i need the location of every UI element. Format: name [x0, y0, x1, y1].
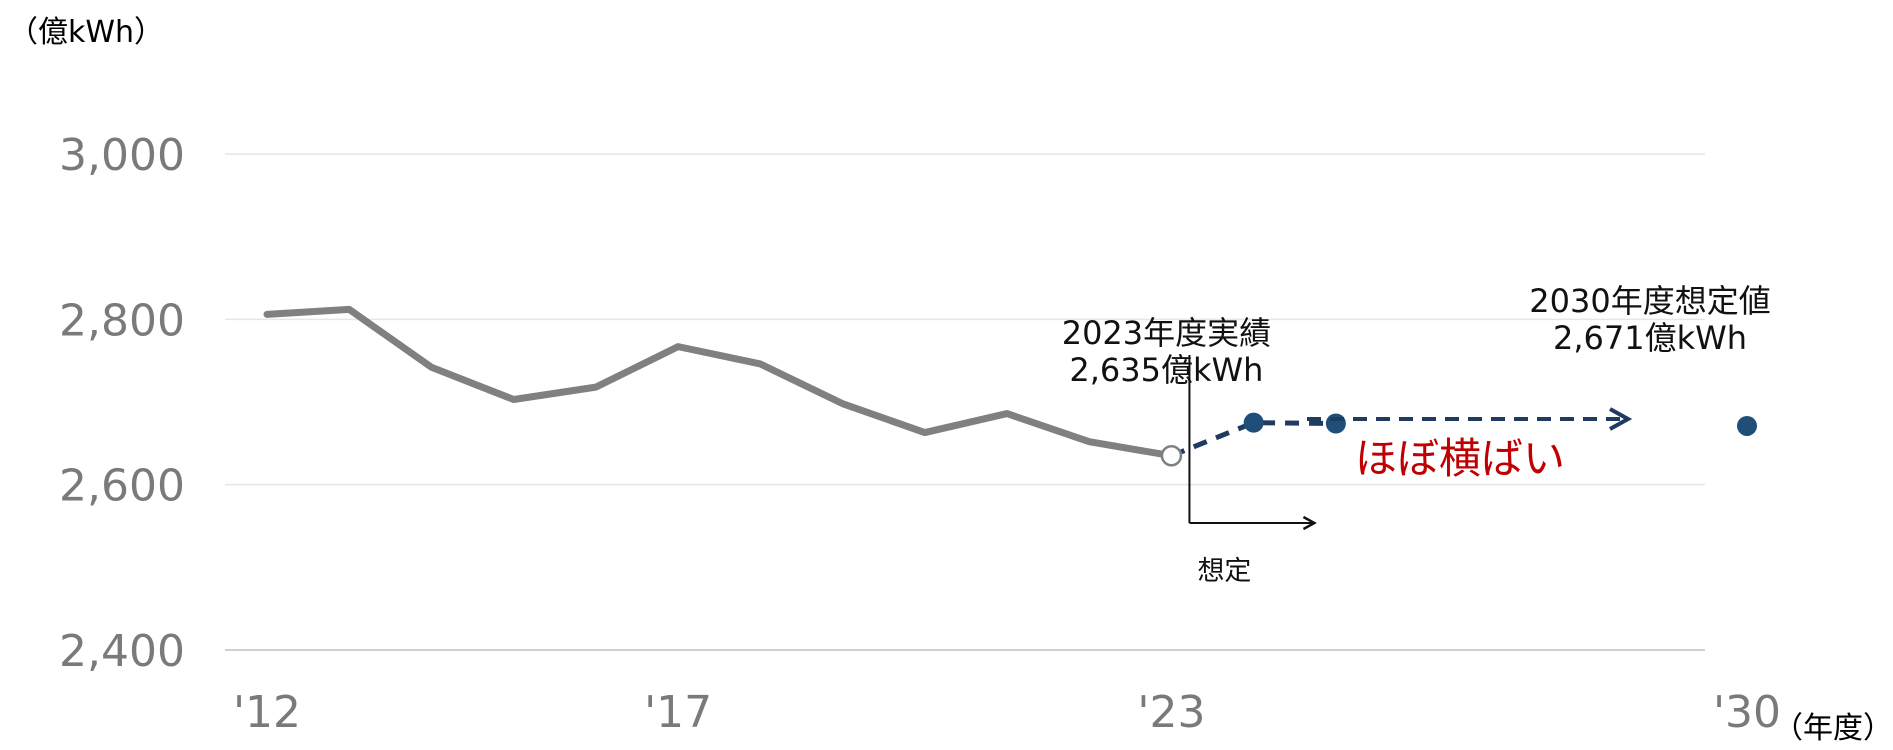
projection-series-line [1170, 420, 1336, 459]
actual-2023-point [1160, 444, 1183, 467]
flat-trend-label: ほぼ横ばい [1355, 434, 1565, 483]
target-2030-label-line1: 2030年度想定値 [1529, 282, 1770, 320]
y-tick-label: 2,400 [59, 626, 185, 677]
x-tick-label: '17 [644, 687, 712, 738]
assumption-label: 想定 [1197, 556, 1251, 587]
y-tick-label: 2,800 [59, 295, 185, 346]
y-tick-label: 2,600 [59, 461, 185, 512]
projection-point [1325, 413, 1346, 434]
target-2030-point [1737, 415, 1757, 436]
y-tick-label: 3,000 [59, 130, 185, 181]
actual-2023-label-line1: 2023年度実績 [1062, 314, 1271, 352]
x-tick-label: '23 [1137, 687, 1205, 738]
gridlines [225, 153, 1705, 651]
x-tick-label: '30 [1713, 687, 1781, 738]
y-axis-unit-label: （億kWh） [8, 15, 164, 50]
projection-point [1243, 412, 1264, 433]
actual-series-line [263, 305, 1175, 460]
x-tick-label: '12 [233, 687, 301, 738]
x-axis-unit-label: （年度） [1773, 711, 1893, 746]
x-axis-tick-labels: '12 '17 '23 '30 [233, 687, 1781, 738]
actual-2023-label-line2: 2,635億kWh [1069, 351, 1263, 389]
target-2030-label-line2: 2,671億kWh [1553, 319, 1747, 357]
series [263, 305, 1757, 467]
y-axis-tick-labels: 2,400 2,600 2,800 3,000 [59, 130, 185, 677]
